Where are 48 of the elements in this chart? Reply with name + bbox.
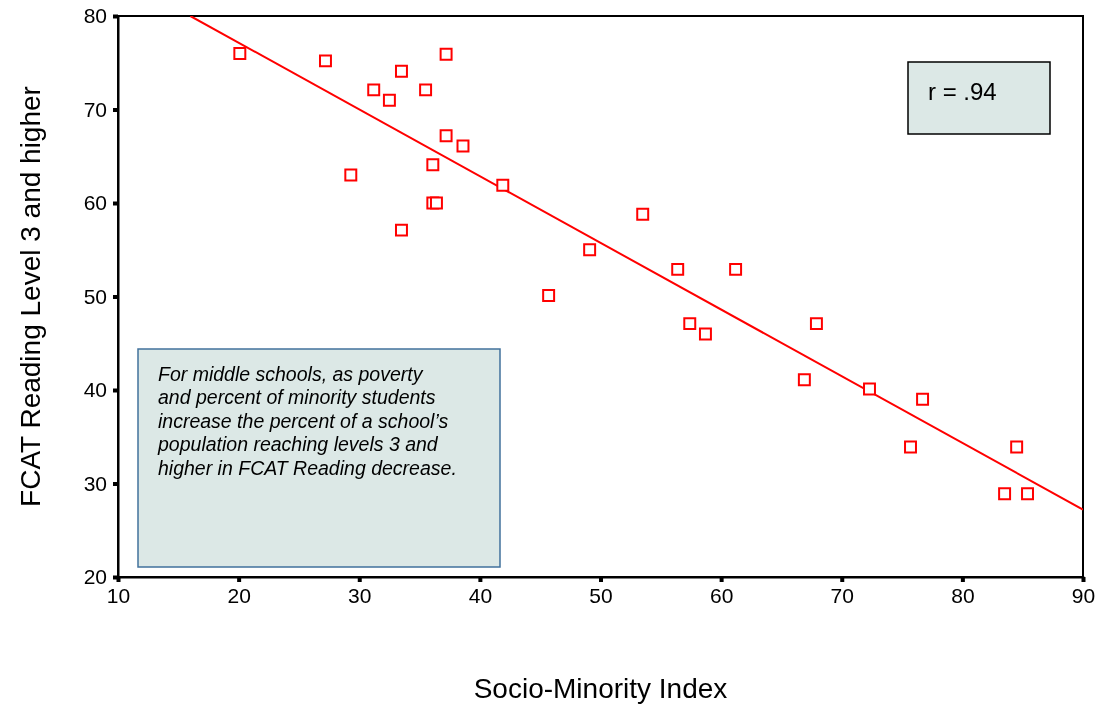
x-tick-label: 50 xyxy=(589,583,613,607)
point xyxy=(439,129,453,143)
y-tick-label: 60 xyxy=(83,191,107,215)
point xyxy=(583,243,597,257)
point xyxy=(394,64,408,78)
point xyxy=(1021,487,1034,501)
y-tick-label: 20 xyxy=(83,565,107,589)
point xyxy=(367,83,381,97)
point xyxy=(496,178,510,192)
point xyxy=(319,54,332,68)
x-tick-label: 40 xyxy=(468,583,493,607)
point xyxy=(998,487,1012,501)
x-tick-label: 20 xyxy=(227,583,251,607)
y-axis-title: FCAT Reading Level 3 and higher xyxy=(15,86,46,507)
point xyxy=(1010,440,1024,454)
point xyxy=(809,317,823,331)
point xyxy=(863,382,876,396)
x-tick-label: 10 xyxy=(106,583,131,607)
point xyxy=(636,207,650,221)
point xyxy=(904,440,917,454)
annotation: r = .94 xyxy=(927,77,998,107)
point xyxy=(916,392,930,406)
x-tick-label: 70 xyxy=(830,583,854,607)
x-tick-label: 30 xyxy=(348,583,372,607)
point xyxy=(456,139,470,153)
point xyxy=(797,373,811,387)
point xyxy=(683,317,697,331)
y-tick-label: 70 xyxy=(83,97,107,121)
point xyxy=(542,289,556,303)
point xyxy=(671,262,685,276)
point xyxy=(419,83,433,97)
point xyxy=(439,47,453,61)
point xyxy=(344,168,358,182)
annotation: For middle schools, as poverty and percent of minority students increase the percent of a school’s population reaching levels 3 and higher in FCAT Reading decrease. xyxy=(156,362,458,481)
x-tick-label: 60 xyxy=(709,583,734,607)
y-tick-label: 80 xyxy=(83,4,107,28)
point xyxy=(698,327,712,341)
point xyxy=(233,46,247,60)
y-tick-label: 40 xyxy=(83,378,107,402)
y-tick-label: 50 xyxy=(83,284,107,308)
y-tick-label: 30 xyxy=(83,471,107,495)
x-tick-label: 80 xyxy=(951,583,975,607)
point xyxy=(729,262,743,276)
point xyxy=(382,93,396,107)
point xyxy=(426,158,440,172)
x-tick-label: 90 xyxy=(1071,583,1096,607)
x-axis-title: Socio-Minority Index xyxy=(473,673,728,704)
point xyxy=(394,223,408,237)
